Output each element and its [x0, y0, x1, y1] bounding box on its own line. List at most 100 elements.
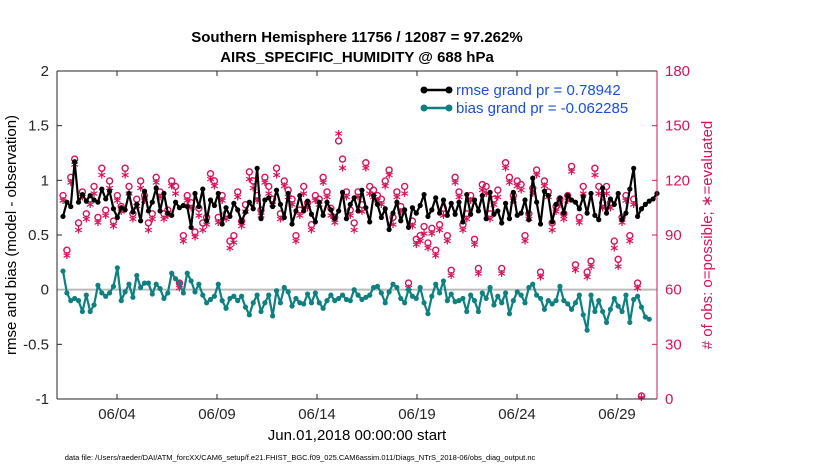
rmse-point — [603, 210, 610, 216]
bias-point — [464, 308, 470, 315]
obs-evaluated-marker: * — [408, 220, 416, 238]
bias-point — [615, 303, 621, 309]
bias-point — [514, 289, 520, 295]
rmse-point — [491, 211, 497, 217]
rmse-point — [534, 199, 540, 205]
bias-point — [176, 280, 183, 286]
obs-evaluated-marker: * — [482, 187, 490, 205]
obs-evaluated-marker: * — [529, 187, 537, 205]
obs-possible-marker — [109, 217, 118, 225]
obs-evaluated-marker: * — [618, 216, 626, 234]
obs-evaluated-marker: * — [381, 180, 389, 198]
rmse-point — [576, 206, 582, 212]
bias-point — [421, 300, 427, 306]
chart-subtitle: AIRS_SPECIFIC_HUMIDITY @ 688 hPa — [220, 49, 494, 66]
obs-evaluated-marker: * — [626, 234, 634, 252]
y-left-tick-label: 0.5 — [28, 227, 49, 244]
legend: rmse grand pr = 0.78942 bias grand pr = … — [414, 79, 654, 121]
rmse-point — [367, 219, 373, 225]
rmse-point — [273, 187, 280, 193]
obs-evaluated-marker: * — [478, 183, 486, 201]
rmse-point — [359, 187, 365, 193]
obs-evaluated-marker: * — [311, 194, 319, 212]
bias-point — [487, 284, 493, 291]
obs-possible-marker — [63, 246, 71, 254]
bias-point — [611, 295, 617, 302]
rmse-point — [106, 188, 113, 194]
rmse-point — [215, 190, 221, 197]
rmse-point — [627, 186, 633, 192]
rmse-point — [592, 212, 598, 218]
bias-point — [402, 300, 408, 306]
rmse-point — [91, 197, 97, 203]
obs-evaluated-marker: * — [319, 176, 327, 194]
rmse-point — [565, 193, 571, 199]
rmse-point — [223, 205, 229, 211]
obs-evaluated-marker: * — [455, 191, 463, 209]
rmse-point — [456, 199, 462, 205]
obs-possible-marker — [505, 173, 514, 182]
obs-possible-marker — [152, 173, 160, 182]
bias-point — [499, 300, 505, 306]
plot-area — [57, 71, 657, 399]
bias-point — [359, 296, 365, 303]
obs-possible-marker — [210, 177, 219, 185]
bias-point — [394, 284, 400, 291]
rmse-point — [642, 201, 648, 207]
obs-evaluated-marker: * — [451, 176, 459, 194]
bias-point — [627, 319, 633, 326]
rmse-point — [270, 203, 276, 210]
bias-point — [250, 300, 256, 306]
bias-point — [188, 278, 194, 284]
rmse-point — [227, 213, 233, 220]
bias-point — [180, 290, 186, 296]
legend-bias-label: bias grand pr = -0.062285 — [456, 100, 628, 117]
bias-point — [200, 292, 206, 298]
bias-point — [607, 306, 614, 312]
obs-evaluated-marker: * — [187, 201, 195, 219]
rmse-point — [301, 208, 307, 214]
rmse-point — [650, 196, 656, 202]
rmse-point — [339, 189, 346, 195]
rmse-point — [285, 190, 291, 197]
obs-evaluated-marker: * — [537, 271, 545, 289]
y-right-tick-label: 150 — [665, 118, 690, 135]
bias-point — [537, 295, 544, 302]
rmse-point — [405, 224, 412, 230]
bias-point — [619, 308, 625, 315]
rmse-point — [374, 201, 381, 207]
obs-evaluated-marker: * — [583, 271, 591, 289]
rmse-point — [607, 196, 614, 202]
rmse-point — [568, 197, 575, 203]
obs-evaluated-marker: * — [168, 180, 176, 198]
rmse-point — [514, 212, 520, 218]
obs-evaluated-marker: * — [304, 201, 312, 219]
obs-evaluated-marker: * — [141, 194, 149, 212]
y-left-ticks: 2 1.5 1 0.5 0 -0.5 -1 — [23, 63, 62, 408]
obs-evaluated-marker: * — [308, 223, 316, 241]
obs-evaluated-marker: * — [564, 194, 572, 212]
obs-evaluated-marker: * — [548, 223, 556, 241]
bias-point — [60, 268, 66, 274]
obs-evaluated-marker: * — [366, 187, 374, 205]
obs-evaluated-marker: * — [210, 180, 218, 198]
obs-evaluated-marker: * — [273, 169, 281, 187]
rmse-series-layer — [60, 159, 660, 233]
obs-evaluated-marker: * — [412, 238, 420, 256]
obs-possible-marker — [447, 266, 455, 274]
obs-evaluated-marker: * — [474, 267, 482, 285]
bias-point — [266, 292, 272, 298]
rmse-point — [584, 210, 590, 216]
bias-point — [211, 293, 218, 299]
bias-point — [460, 295, 466, 302]
legend-box — [414, 79, 654, 121]
bias-point — [83, 292, 89, 298]
rmse-point — [580, 194, 586, 200]
y-right-tick-label: 90 — [665, 227, 682, 244]
rmse-point — [572, 199, 579, 205]
rmse-point — [138, 218, 144, 224]
bias-point — [417, 284, 423, 291]
bias-point — [110, 283, 117, 289]
rmse-point — [134, 201, 140, 207]
obs-possible-marker — [536, 268, 545, 276]
